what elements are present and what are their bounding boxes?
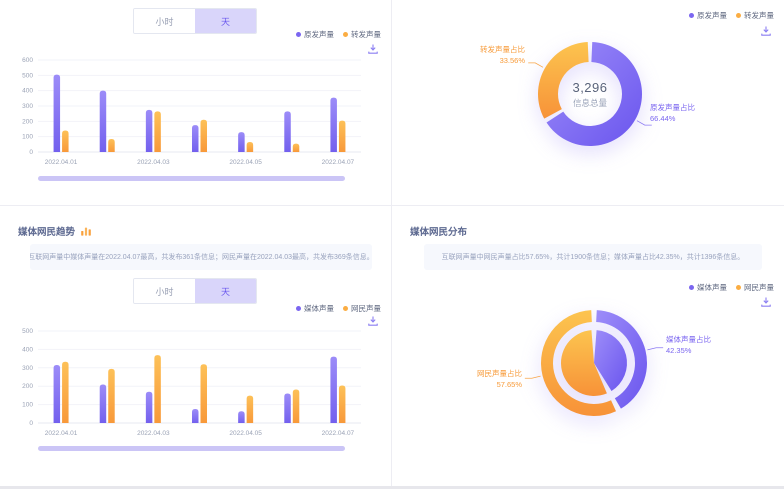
svg-text:600: 600	[22, 57, 33, 64]
legend: 原发声量 转发声量	[296, 29, 381, 40]
toggle-day-button[interactable]: 天	[195, 279, 256, 303]
bar-chart-original-repost: 0 100 200 300 400 500 600 2022.04.01 2022.04.03 2…	[22, 57, 361, 166]
legend-item-repost[interactable]: 转发声量	[343, 29, 381, 40]
legend-item-media[interactable]: 媒体声量	[689, 282, 727, 293]
legend-item-original[interactable]: 原发声量	[689, 10, 727, 21]
legend-dot-orange-icon	[343, 32, 348, 37]
panel-original-trend: 小时 天 原发声量 转发声量 0 100 200 300 400 500 600 2022.0…	[0, 0, 392, 206]
svg-text:300: 300	[22, 365, 33, 372]
donut-chart-original-repost	[528, 42, 652, 146]
legend-label: 原发声量	[304, 30, 334, 39]
legend: 原发声量 转发声量	[689, 10, 774, 21]
bar-chart-icon	[81, 227, 91, 236]
legend-label: 转发声量	[744, 11, 774, 20]
legend-dot-purple-icon	[296, 32, 301, 37]
panel-title: 媒体网民分布	[410, 224, 467, 238]
legend-dot-purple-icon	[689, 13, 694, 18]
svg-text:2022.04.03: 2022.04.03	[137, 430, 170, 437]
bottom-edge	[0, 486, 784, 489]
svg-text:2022.04.05: 2022.04.05	[229, 159, 262, 166]
legend-dot-purple-icon	[296, 306, 301, 311]
svg-text:0: 0	[29, 149, 33, 156]
toggle-hour-button[interactable]: 小时	[134, 9, 195, 33]
slice-label-original: 原发声量占比 66.44%	[650, 103, 695, 123]
insight-text: 互联网声量中媒体声量在2022.04.07最高，共发布361条信息；网民声量在2…	[30, 244, 372, 270]
svg-text:2022.04.03: 2022.04.03	[137, 159, 170, 166]
svg-text:0: 0	[29, 420, 33, 427]
svg-text:2022.04.07: 2022.04.07	[322, 430, 355, 437]
svg-text:100: 100	[22, 402, 33, 409]
panel-title: 媒体网民趋势	[18, 224, 92, 238]
legend-label: 网民声量	[351, 304, 381, 313]
legend-item-repost[interactable]: 转发声量	[736, 10, 774, 21]
download-icon[interactable]	[367, 43, 379, 55]
panel-title-text: 媒体网民分布	[410, 227, 468, 238]
legend-item-media[interactable]: 媒体声量	[296, 303, 334, 314]
svg-text:2022.04.01: 2022.04.01	[45, 159, 78, 166]
legend-dot-orange-icon	[736, 285, 741, 290]
slice-label-media: 媒体声量占比 42.35%	[666, 335, 711, 355]
panel-original-distribution: 原发声量 转发声量 3,296 信息总量 转发声量占比 33.56% 原发声量占…	[392, 0, 784, 206]
slice-label-repost: 转发声量占比 33.56%	[480, 45, 525, 65]
slice-label-netizen: 网民声量占比 57.65%	[477, 369, 522, 389]
datazoom-slider[interactable]	[38, 176, 345, 181]
svg-text:2022.04.01: 2022.04.01	[45, 430, 78, 437]
svg-text:200: 200	[22, 118, 33, 125]
time-granularity-toggle: 小时 天	[133, 278, 257, 304]
download-icon[interactable]	[760, 25, 772, 37]
svg-text:200: 200	[22, 383, 33, 390]
total-value: 3,296	[572, 80, 608, 95]
legend-dot-purple-icon	[689, 285, 694, 290]
legend-item-netizen[interactable]: 网民声量	[736, 282, 774, 293]
donut-center: 3,296 信息总量	[540, 80, 640, 109]
toggle-day-button[interactable]: 天	[195, 9, 256, 33]
svg-text:400: 400	[22, 88, 33, 95]
legend-dot-orange-icon	[343, 306, 348, 311]
svg-text:100: 100	[22, 134, 33, 141]
svg-text:2022.04.05: 2022.04.05	[229, 430, 262, 437]
legend-label: 网民声量	[744, 283, 774, 292]
legend-label: 媒体声量	[697, 283, 727, 292]
toggle-hour-button[interactable]: 小时	[134, 279, 195, 303]
download-icon[interactable]	[760, 296, 772, 308]
legend-dot-orange-icon	[736, 13, 741, 18]
legend-label: 转发声量	[351, 30, 381, 39]
bar-chart-media-netizen: 0 100 200 300 400 500 2022.04.01 2022.04.03 2022…	[22, 328, 361, 437]
svg-text:400: 400	[22, 346, 33, 353]
legend-label: 媒体声量	[304, 304, 334, 313]
legend: 媒体声量 网民声量	[296, 303, 381, 314]
panel-title-text: 媒体网民趋势	[18, 227, 76, 238]
legend: 媒体声量 网民声量	[689, 282, 774, 293]
nested-pie-chart-media-netizen	[524, 310, 664, 416]
legend-item-netizen[interactable]: 网民声量	[343, 303, 381, 314]
svg-text:2022.04.07: 2022.04.07	[322, 159, 355, 166]
panel-media-netizen-trend: 媒体网民趋势 互联网声量中媒体声量在2022.04.07最高，共发布361条信息…	[0, 206, 392, 486]
insight-text: 互联网声量中网民声量占比57.65%，共计1900条信息；媒体声量占比42.35…	[424, 244, 762, 270]
panel-media-netizen-distribution: 媒体网民分布 互联网声量中网民声量占比57.65%，共计1900条信息；媒体声量…	[392, 206, 784, 486]
legend-label: 原发声量	[697, 11, 727, 20]
svg-text:500: 500	[22, 72, 33, 79]
legend-item-original[interactable]: 原发声量	[296, 29, 334, 40]
download-icon[interactable]	[367, 315, 379, 327]
total-label: 信息总量	[572, 98, 607, 108]
svg-text:500: 500	[22, 328, 33, 335]
datazoom-slider[interactable]	[38, 446, 345, 451]
time-granularity-toggle: 小时 天	[133, 8, 257, 34]
svg-text:300: 300	[22, 103, 33, 110]
